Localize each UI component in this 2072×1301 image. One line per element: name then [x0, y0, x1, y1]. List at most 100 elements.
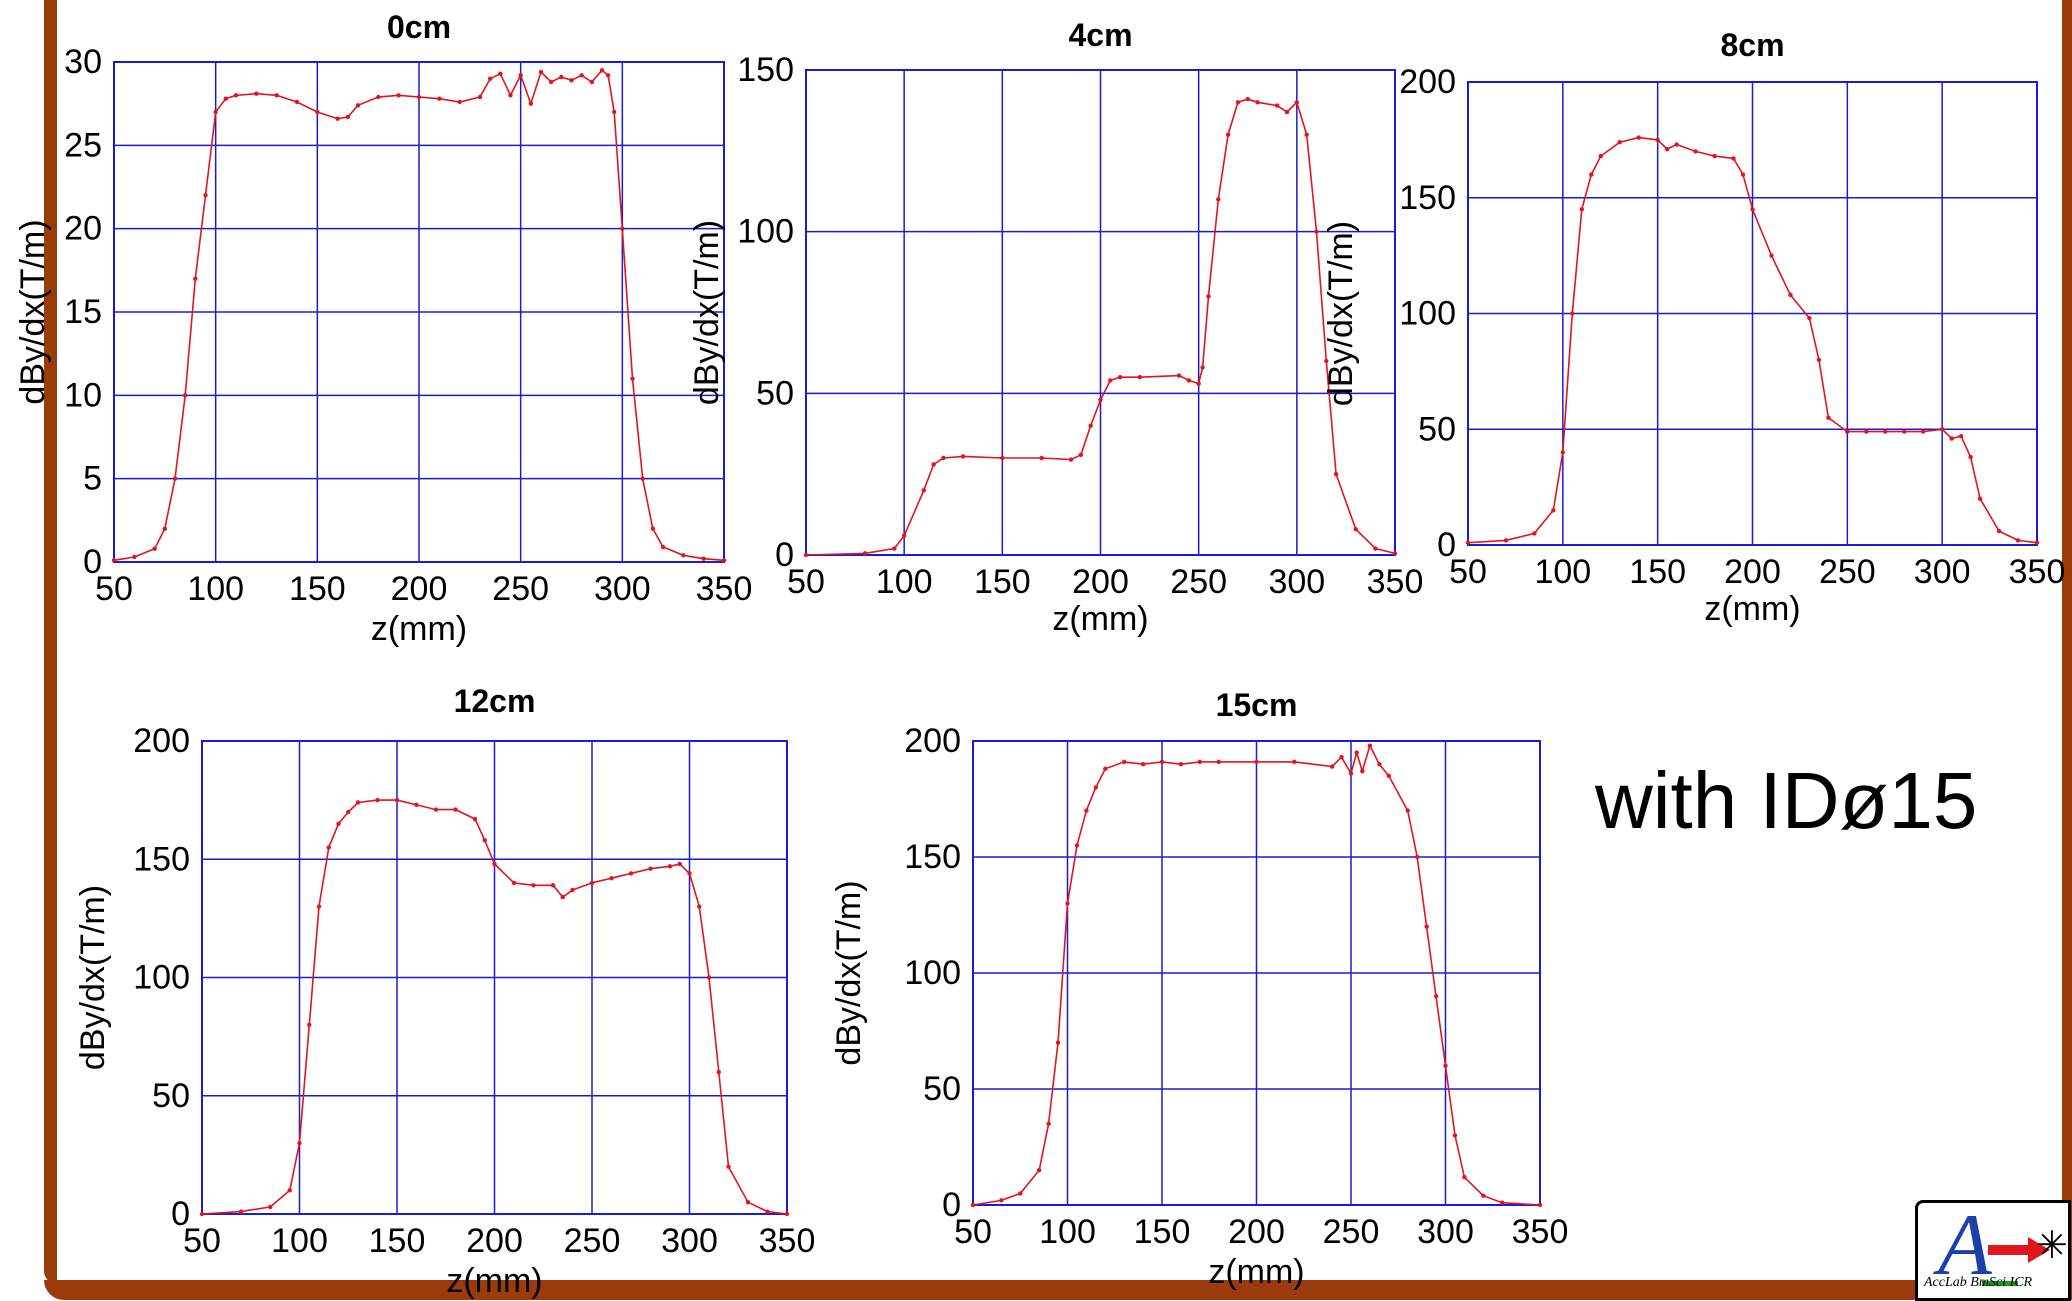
logo-caption: AccLab BmSci ICR — [1924, 1275, 2033, 1290]
chart-1-xtick-label: 300 — [1268, 563, 1325, 601]
annotation-text: with IDø15 — [1595, 756, 1978, 845]
chart-2-data-point — [1731, 156, 1736, 161]
chart-0-ytick-label: 5 — [83, 460, 102, 498]
chart-1-axes-box — [805, 69, 1396, 556]
chart-4-data-point — [1216, 759, 1221, 765]
chart-1-xtick-label: 100 — [876, 563, 933, 601]
chart-4-data-point — [1377, 762, 1382, 767]
chart-3-axes-box — [201, 740, 788, 1215]
chart-2-axes-box — [1467, 81, 2038, 546]
chart-4-xtick-label: 350 — [1512, 1213, 1569, 1251]
chart-3-data-point — [307, 1022, 312, 1027]
chart-2-data-point — [1740, 172, 1746, 177]
chart-3-xtick-label: 150 — [369, 1222, 426, 1260]
chart-1-data-point — [1373, 546, 1378, 551]
chart-2-data-point — [1465, 540, 1471, 545]
chart-1-data-point — [1176, 373, 1182, 378]
chart-1-ylabel: dBy/dx(T/m) — [688, 220, 726, 405]
chart-0-data-point — [233, 93, 239, 98]
chart-0-xtick-label: 350 — [696, 570, 753, 608]
chart-3-data-point — [560, 894, 565, 900]
chart-1-ytick-label: 150 — [737, 51, 794, 89]
chart-1-data-point — [901, 533, 907, 538]
chart-1-data-point — [1235, 100, 1241, 105]
chart-2-data-point — [1503, 538, 1509, 543]
chart-3-data-point — [706, 975, 712, 980]
chart-0-data-point — [396, 93, 401, 98]
chart-2-ytick-label: 100 — [1399, 295, 1456, 333]
chart-3-data-point — [628, 871, 634, 876]
chart-0-data-point — [193, 276, 198, 281]
chart-3-data-point — [667, 864, 673, 869]
chart-4-data-point — [1093, 785, 1099, 790]
chart-4-data-point — [1074, 843, 1080, 848]
chart-2-data-point — [1655, 137, 1660, 143]
chart-4-data-point — [1360, 768, 1365, 774]
chart-2-data-point — [1788, 292, 1793, 298]
chart-1-data-point — [1088, 423, 1093, 428]
chart-0-data-point — [457, 99, 462, 105]
chart-1-data-point — [1206, 294, 1211, 299]
chart-3-data-point — [199, 1211, 205, 1217]
chart-0-title: 0cm — [387, 9, 451, 45]
chart-3-ytick-label: 200 — [133, 722, 190, 760]
chart-2-ylabel: dBy/dx(T/m) — [1322, 221, 1360, 406]
chart-2-xtick-label: 100 — [1534, 553, 1591, 591]
chart-0-xtick-label: 250 — [492, 570, 549, 608]
chart-4-data-point — [1462, 1174, 1467, 1180]
chart-4-xtick-label: 50 — [954, 1213, 992, 1251]
chart-2-data-point — [1826, 415, 1831, 420]
chart-2-xtick-label: 300 — [1914, 553, 1971, 591]
chart-3-title: 12cm — [454, 683, 536, 719]
chart-2-ytick-label: 150 — [1399, 179, 1456, 217]
chart-0-data-point — [254, 91, 259, 96]
chart-0-data-point — [182, 393, 188, 398]
chart-0-data-point — [132, 554, 137, 560]
chart-3-xtick-label: 50 — [183, 1222, 221, 1260]
chart-0-data-point — [528, 101, 534, 106]
chart-1-data-point — [931, 462, 936, 467]
chart-3-data-point — [745, 1199, 751, 1205]
chart-3-xlabel: z(mm) — [446, 1262, 542, 1300]
chart-1-data-point — [1255, 100, 1260, 105]
chart-2-data-point — [1939, 427, 1945, 432]
chart-3-data-point — [716, 1069, 721, 1075]
chart-1-data-point — [1200, 365, 1205, 370]
chart-1-data-point — [1216, 197, 1221, 202]
chart-2-xtick-label: 50 — [1449, 553, 1487, 591]
chart-0-data-point — [548, 79, 554, 85]
chart-3-data-point — [472, 816, 478, 822]
chart-4-ytick-label: 100 — [904, 954, 961, 992]
chart-0-data-point — [589, 79, 595, 85]
logo-underline — [1982, 1281, 2018, 1286]
chart-1-data-point — [1392, 551, 1398, 556]
chart-4-data-point — [1354, 750, 1359, 755]
chart-2-data-point — [1883, 429, 1888, 434]
chart-1-data-point — [1078, 452, 1084, 457]
chart-1-xtick-label: 150 — [974, 563, 1031, 601]
chart-1-xtick-label: 200 — [1072, 563, 1129, 601]
chart-0-data-point — [416, 94, 422, 100]
chart-3-data-point — [511, 880, 517, 886]
logo-arrow — [1988, 1245, 2033, 1255]
chart-4-xtick-label: 200 — [1228, 1213, 1285, 1251]
chart-4-data-point — [1367, 743, 1373, 748]
chart-1-data-point — [1196, 381, 1201, 386]
chart-3-xtick-label: 300 — [661, 1222, 718, 1260]
acclab-logo: A ✳ AccLab BmSci ICR — [1915, 1197, 2071, 1301]
chart-3-data-point — [609, 875, 614, 881]
chart-4-data-point — [1065, 901, 1070, 906]
chart-4-data-point — [1443, 1063, 1448, 1069]
chart-0-ytick-label: 10 — [64, 376, 102, 414]
chart-0-data-point — [487, 76, 493, 81]
chart-0-data-point — [294, 99, 300, 105]
chart-1-data-point — [941, 455, 946, 461]
chart-0-ytick-label: 15 — [64, 293, 102, 331]
chart-1-data-point — [1225, 132, 1231, 137]
chart-1-data-point — [1284, 109, 1290, 115]
chart-0-data-point — [559, 74, 564, 80]
chart-3-data-point — [268, 1204, 273, 1210]
chart-4-ytick-label: 0 — [942, 1186, 961, 1224]
chart-4-data-point — [1433, 994, 1439, 999]
chart-3-data-point — [394, 797, 400, 803]
